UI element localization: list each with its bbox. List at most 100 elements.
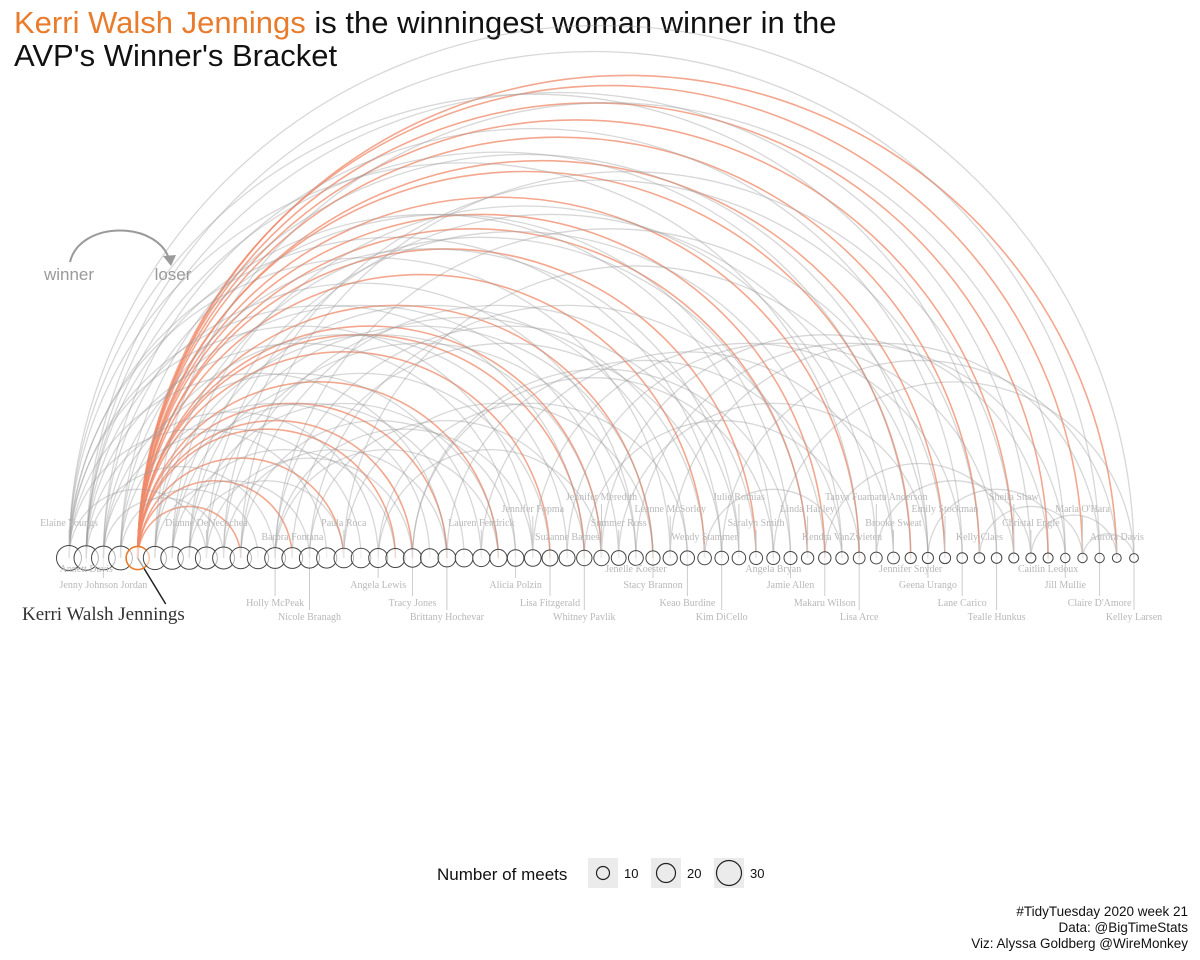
match-arc bbox=[171, 448, 397, 559]
match-arc bbox=[240, 170, 1015, 559]
player-node bbox=[1042, 552, 1054, 564]
match-arc bbox=[669, 342, 1101, 559]
size-legend: Number of meets 10 20 30 bbox=[437, 858, 764, 888]
match-arc bbox=[136, 196, 860, 559]
match-arc bbox=[102, 128, 963, 559]
player-node bbox=[541, 549, 559, 567]
match-arc bbox=[171, 304, 689, 559]
player-label: Sheila Shaw bbox=[989, 492, 1039, 503]
match-arc bbox=[136, 102, 1049, 559]
match-arc bbox=[927, 488, 1066, 559]
player-label: Kelley Larsen bbox=[1106, 612, 1162, 623]
match-arc bbox=[274, 228, 946, 559]
match-arc bbox=[119, 248, 740, 559]
player-label: Paula Roca bbox=[321, 518, 367, 529]
match-arc bbox=[136, 479, 294, 559]
match-arc bbox=[136, 273, 706, 559]
match-arc bbox=[875, 480, 1032, 559]
player-label: Makaru Wilson bbox=[794, 598, 856, 609]
player-node bbox=[852, 551, 866, 565]
player-label: Holly McPeak bbox=[246, 598, 304, 609]
match-arc bbox=[85, 213, 774, 559]
match-arc bbox=[171, 205, 877, 559]
match-arc bbox=[85, 50, 1101, 559]
player-node bbox=[887, 551, 900, 565]
match-arc bbox=[136, 136, 981, 559]
match-arc bbox=[136, 74, 1118, 559]
caption-viz-credit: Viz: Alyssa Goldberg @WireMonkey bbox=[971, 936, 1188, 951]
match-arc bbox=[85, 411, 379, 559]
match-arc bbox=[222, 179, 981, 559]
player-label: Aurora Davis bbox=[1090, 532, 1144, 543]
player-node bbox=[593, 549, 610, 567]
legend-size-circle bbox=[715, 859, 743, 887]
match-arc bbox=[136, 213, 826, 559]
match-arc bbox=[205, 457, 414, 559]
match-arc bbox=[136, 428, 397, 559]
match-arc bbox=[136, 402, 448, 559]
match-arc bbox=[68, 162, 860, 559]
player-node bbox=[956, 552, 969, 564]
match-arc bbox=[136, 304, 654, 559]
match-arc bbox=[136, 457, 345, 559]
match-arc bbox=[411, 368, 792, 559]
player-node bbox=[1060, 552, 1071, 564]
match-arc bbox=[772, 381, 1135, 559]
key-loser-label: loser bbox=[155, 265, 192, 284]
title-line2: AVP's Winner's Bracket bbox=[14, 38, 338, 73]
caption-data-source: Data: @BigTimeStats bbox=[1058, 920, 1189, 935]
player-node bbox=[1094, 552, 1105, 564]
match-arc bbox=[136, 84, 1084, 559]
player-label: Saralyn Smith bbox=[728, 518, 785, 529]
key-arrowhead bbox=[163, 255, 176, 266]
match-arc bbox=[411, 377, 774, 559]
match-arc bbox=[119, 334, 568, 559]
match-arc bbox=[154, 334, 603, 559]
match-arc bbox=[68, 372, 448, 559]
match-arc bbox=[188, 402, 500, 559]
player-label: Tanya Fuamatu Anderson bbox=[825, 492, 928, 503]
match-arc bbox=[446, 359, 843, 559]
match-arc bbox=[154, 402, 465, 559]
player-node bbox=[800, 551, 815, 565]
match-arc bbox=[85, 91, 1032, 559]
match-arc bbox=[343, 402, 654, 559]
match-arc bbox=[68, 325, 534, 559]
player-label: Wendy Stammer bbox=[671, 532, 738, 543]
legend-size-label: 10 bbox=[624, 866, 638, 881]
legend-size-circle bbox=[655, 862, 677, 884]
match-arc bbox=[240, 304, 757, 559]
match-arc bbox=[532, 342, 963, 559]
match-arc bbox=[119, 402, 431, 559]
player-label: Jenny Johnson Jordan bbox=[60, 580, 148, 591]
player-node bbox=[1077, 552, 1088, 564]
player-node bbox=[990, 552, 1003, 564]
match-arc bbox=[136, 119, 1015, 559]
player-node bbox=[973, 552, 986, 564]
match-arc bbox=[68, 236, 723, 559]
match-arc bbox=[618, 402, 929, 559]
match-arc bbox=[1030, 514, 1118, 559]
match-arc bbox=[600, 334, 1049, 559]
match-arc bbox=[566, 342, 998, 559]
player-label: Whitney Pavlik bbox=[553, 612, 616, 623]
match-arc bbox=[377, 402, 689, 559]
match-arc bbox=[171, 372, 551, 559]
player-label: Lane Carico bbox=[938, 598, 987, 609]
legend-size-label: 20 bbox=[687, 866, 701, 881]
player-node bbox=[420, 548, 440, 568]
player-node bbox=[524, 549, 542, 567]
title-highlight-player: Kerri Walsh Jennings bbox=[14, 5, 306, 40]
match-arc bbox=[68, 93, 998, 559]
match-arc bbox=[102, 372, 482, 559]
player-label: Lisa Fitzgerald bbox=[520, 598, 580, 609]
player-node bbox=[921, 551, 935, 565]
player-label: Suzanne Barnes bbox=[535, 532, 599, 543]
player-label: Angela Lewis bbox=[350, 580, 406, 591]
player-node bbox=[904, 551, 917, 565]
match-arc bbox=[222, 448, 448, 559]
player-label: Claire D'Amore bbox=[1068, 598, 1132, 609]
player-label: Stacy Brannon bbox=[623, 580, 682, 591]
player-node bbox=[1129, 553, 1139, 563]
